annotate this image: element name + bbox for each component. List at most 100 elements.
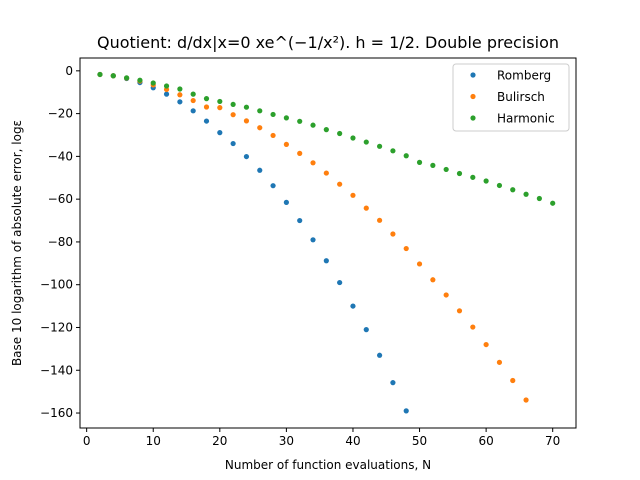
romberg-point [257,167,263,173]
bulirsch-point [190,97,196,104]
harmonic-point [416,159,423,165]
harmonic-point [350,135,356,141]
data-points [97,71,556,414]
legend: Romberg Bulirsch Harmonic [452,63,570,132]
bulirsch-point [323,170,329,176]
harmonic-point [163,83,170,89]
legend-marker-romberg [470,72,476,78]
legend-label-harmonic: Harmonic [497,112,555,126]
romberg-point [337,279,343,286]
bulirsch-point [403,245,409,252]
bulirsch-point [257,125,263,131]
harmonic-point [230,101,236,108]
bulirsch-point [376,217,383,223]
romberg-point [376,352,383,358]
x-tick-label: 70 [545,434,560,448]
romberg-point [163,91,170,97]
harmonic-point [510,187,516,193]
plot-area: 0 10 20 30 40 50 60 70 0 −20 −40 −60 −80 −100 −120 −14… [40,57,577,448]
harmonic-point [430,162,436,168]
bulirsch-point [350,192,356,198]
x-tick-label: 0 [83,434,91,448]
bulirsch-point [230,112,236,118]
harmonic-point [363,139,369,145]
harmonic-point [137,77,143,83]
harmonic-point [323,127,329,133]
y-tick-label: −140 [40,363,73,377]
series-harmonic [97,71,556,206]
y-tick-label: −100 [40,278,73,292]
harmonic-point [310,122,316,128]
romberg-point [203,118,210,124]
bulirsch-point [390,231,396,237]
harmonic-point [243,104,250,110]
y-tick-label: −80 [48,235,73,249]
harmonic-point [496,182,503,189]
y-tick-label: 0 [65,64,73,78]
harmonic-point [443,166,449,173]
romberg-point [270,183,276,189]
romberg-point [283,199,289,205]
legend-items: Romberg Bulirsch Harmonic [470,69,555,126]
legend-marker-harmonic [470,115,476,121]
x-axis-label: Number of function evaluations, N [225,458,431,472]
bulirsch-point [456,308,463,314]
harmonic-point [456,170,463,177]
y-tick-label: −20 [48,107,73,121]
romberg-point [323,258,329,264]
romberg-point [350,303,356,309]
romberg-point [363,327,369,333]
y-axis-ticks: 0 −20 −40 −60 −80 −100 −120 −140 −160 [40,64,80,420]
harmonic-point [376,143,383,149]
series-romberg [97,71,409,414]
legend-marker-bulirsch [470,93,476,100]
bulirsch-point [310,160,316,166]
bulirsch-point [243,118,250,124]
y-axis-label: Base 10 logarithm of absolute error, log… [10,120,24,366]
romberg-point [230,140,236,147]
bulirsch-point [217,105,223,111]
romberg-point [190,108,196,114]
harmonic-point [203,96,210,102]
bulirsch-point [337,181,343,187]
harmonic-point [283,115,289,121]
bulirsch-point [297,150,303,156]
harmonic-point [536,195,542,202]
bulirsch-point [283,141,289,148]
harmonic-point [124,75,130,81]
romberg-point [390,380,396,386]
romberg-point [217,130,223,136]
bulirsch-point [470,324,476,330]
romberg-point [297,217,303,224]
legend-label-bulirsch: Bulirsch [497,90,545,104]
chart-title: Quotient: d/dx|x=0 xe^(−1/x²). h = 1/2. … [97,33,559,52]
harmonic-point [97,71,103,78]
bulirsch-point [523,397,529,403]
harmonic-point [523,191,529,197]
romberg-point [243,153,250,160]
y-tick-label: −120 [40,320,73,334]
harmonic-point [110,73,116,79]
harmonic-point [150,80,156,86]
legend-label-romberg: Romberg [497,69,551,83]
x-tick-label: 40 [345,434,360,448]
harmonic-point [470,174,476,180]
x-tick-label: 50 [412,434,427,448]
x-axis-ticks: 0 10 20 30 40 50 60 70 [83,428,560,448]
bulirsch-point [443,292,449,298]
harmonic-point [177,86,183,92]
x-tick-label: 20 [212,434,227,448]
axes-frame [79,57,577,429]
bulirsch-point [483,341,489,348]
y-tick-label: −160 [40,406,73,420]
romberg-point [310,237,316,243]
y-tick-label: −60 [48,192,73,206]
harmonic-point [390,148,396,154]
bulirsch-point [203,104,210,110]
bulirsch-point [363,205,369,211]
bulirsch-point [496,359,503,365]
harmonic-point [217,98,223,105]
x-tick-label: 10 [146,434,161,448]
romberg-point [403,408,409,414]
